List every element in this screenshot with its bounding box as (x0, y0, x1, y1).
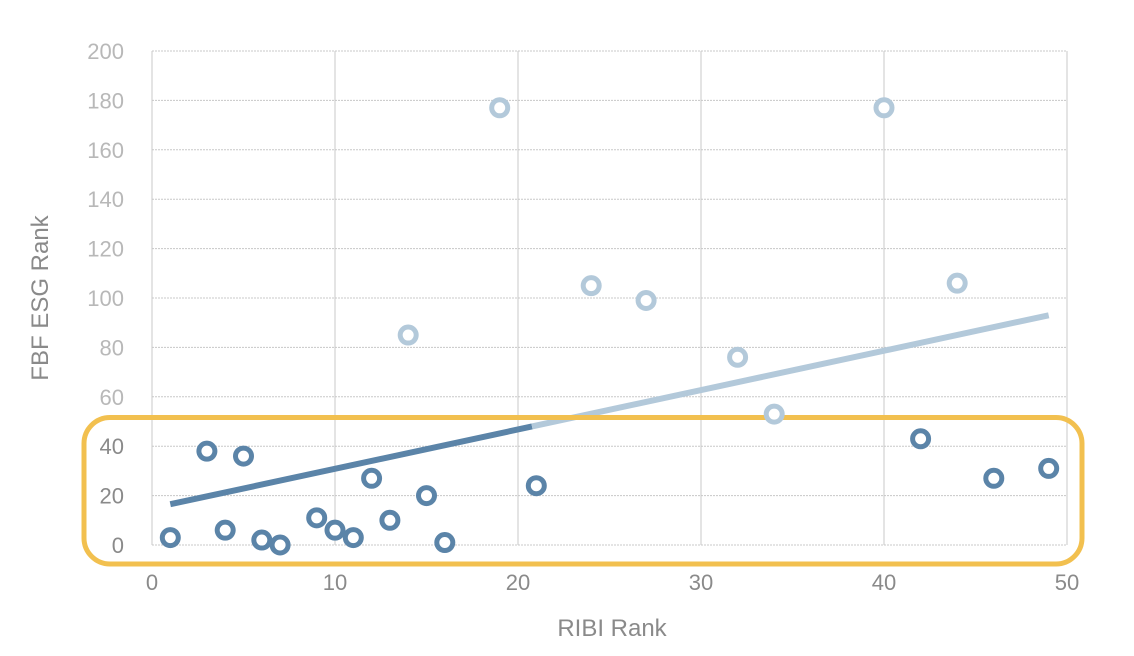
y-tick-label: 200 (87, 39, 124, 64)
data-point (910, 428, 932, 450)
x-tick-label: 30 (689, 570, 713, 595)
x-tick-label: 10 (323, 570, 347, 595)
data-points (159, 97, 1060, 556)
x-tick-label: 20 (506, 570, 530, 595)
data-point (873, 97, 895, 119)
data-point (983, 467, 1005, 489)
trendline (169, 312, 1050, 508)
y-tick-label: 60 (100, 385, 124, 410)
data-point (269, 534, 291, 556)
data-point (196, 440, 218, 462)
data-point (324, 519, 346, 541)
data-point (489, 97, 511, 119)
data-point (379, 509, 401, 531)
y-tick-label: 160 (87, 138, 124, 163)
data-point (434, 532, 456, 554)
data-point (525, 475, 547, 497)
data-point (361, 467, 383, 489)
data-point (306, 507, 328, 529)
highlight-rectangle (81, 415, 1085, 567)
y-tick-label: 100 (87, 286, 124, 311)
data-point (416, 485, 437, 507)
y-tick-label: 140 (87, 187, 124, 212)
x-axis-label: RIBI Rank (557, 615, 667, 642)
y-tick-label: 120 (87, 237, 124, 262)
y-tick-label: 180 (87, 88, 124, 113)
x-tick-label: 50 (1055, 570, 1079, 595)
x-tick-label: 40 (872, 570, 896, 595)
data-point (763, 403, 785, 425)
data-point (580, 275, 602, 297)
data-point (342, 527, 364, 549)
y-tick-label: 80 (100, 335, 124, 360)
data-point (635, 289, 657, 311)
gridlines (151, 50, 1068, 546)
data-point (251, 529, 273, 551)
highlight-box (81, 415, 1085, 567)
x-axis-ticks: 0 10 20 30 40 50 (146, 570, 1079, 595)
data-point (397, 324, 419, 346)
y-axis-label: FBF ESG Rank (27, 214, 54, 380)
data-point (1038, 457, 1060, 479)
y-tick-label: 40 (100, 434, 124, 459)
trendline-segment-upper (531, 312, 1050, 430)
x-tick-label: 0 (146, 570, 158, 595)
data-point (233, 445, 254, 467)
y-axis-ticks: 0 20 40 60 80 100 120 140 160 180 200 (87, 39, 124, 558)
data-point (946, 272, 968, 294)
data-point (214, 519, 236, 541)
data-point (159, 527, 181, 549)
trendline-segment-lower (169, 423, 533, 508)
y-tick-label: 20 (100, 484, 124, 509)
y-tick-label: 0 (112, 533, 124, 558)
data-point (727, 346, 749, 368)
